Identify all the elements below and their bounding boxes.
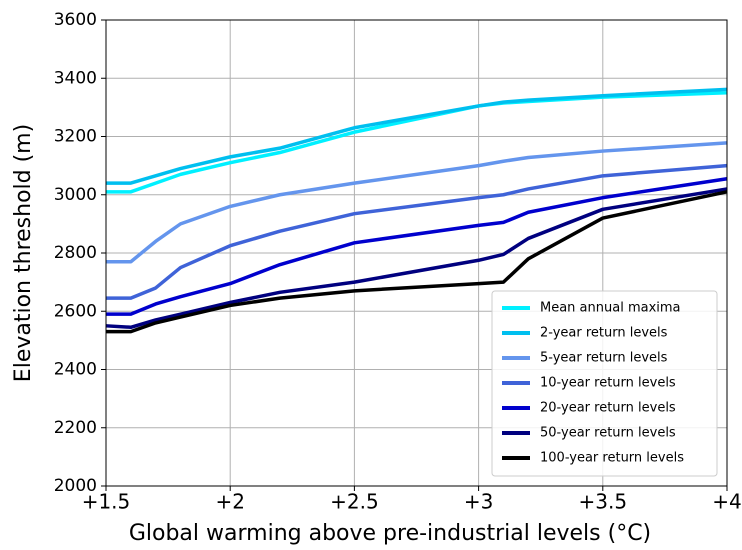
series-line [106,163,728,300]
legend-label: 100-year return levels [540,451,684,466]
legend-label: Mean annual maxima [540,301,681,316]
x-tick-label: +3.5 [579,490,628,514]
y-tick-label: 3200 [54,127,97,147]
plot-frame [105,19,728,487]
x-tick-label: +2.5 [330,490,379,514]
y-tick-label: 2200 [54,418,97,438]
legend-label: 2-year return levels [540,326,668,341]
y-tick-label: 3400 [54,68,97,88]
x-axis-label: Global warming above pre-industrial leve… [129,521,651,546]
series-line [105,187,728,330]
y-axis-label: Elevation threshold (m) [11,124,36,382]
y-tick-label: 3000 [54,185,97,205]
legend: Mean annual maxima 2-year return levels 5-… [491,290,718,477]
legend-label: 5-year return levels [540,351,668,366]
series-line [106,190,728,334]
y-tick-label: 3600 [54,10,97,30]
legend-frame [491,290,718,477]
legend-label: 50-year return levels [540,426,676,441]
legend-label: 20-year return levels [540,401,676,416]
series-line [106,91,728,194]
legend-label: 10-year return levels [540,376,676,391]
x-tick-label: +4 [712,490,741,514]
x-tick-label: +2 [215,490,244,514]
y-tick-label: 2800 [54,243,97,263]
y-tick-label: 2000 [54,476,97,496]
series-line [106,141,728,264]
y-tick-label: 2400 [54,360,97,380]
y-tick-label: 2600 [54,301,97,321]
x-tick-label: +3 [464,490,493,514]
x-tick-label: +1.5 [82,490,131,514]
series-line [106,87,728,185]
series-line [106,177,728,316]
